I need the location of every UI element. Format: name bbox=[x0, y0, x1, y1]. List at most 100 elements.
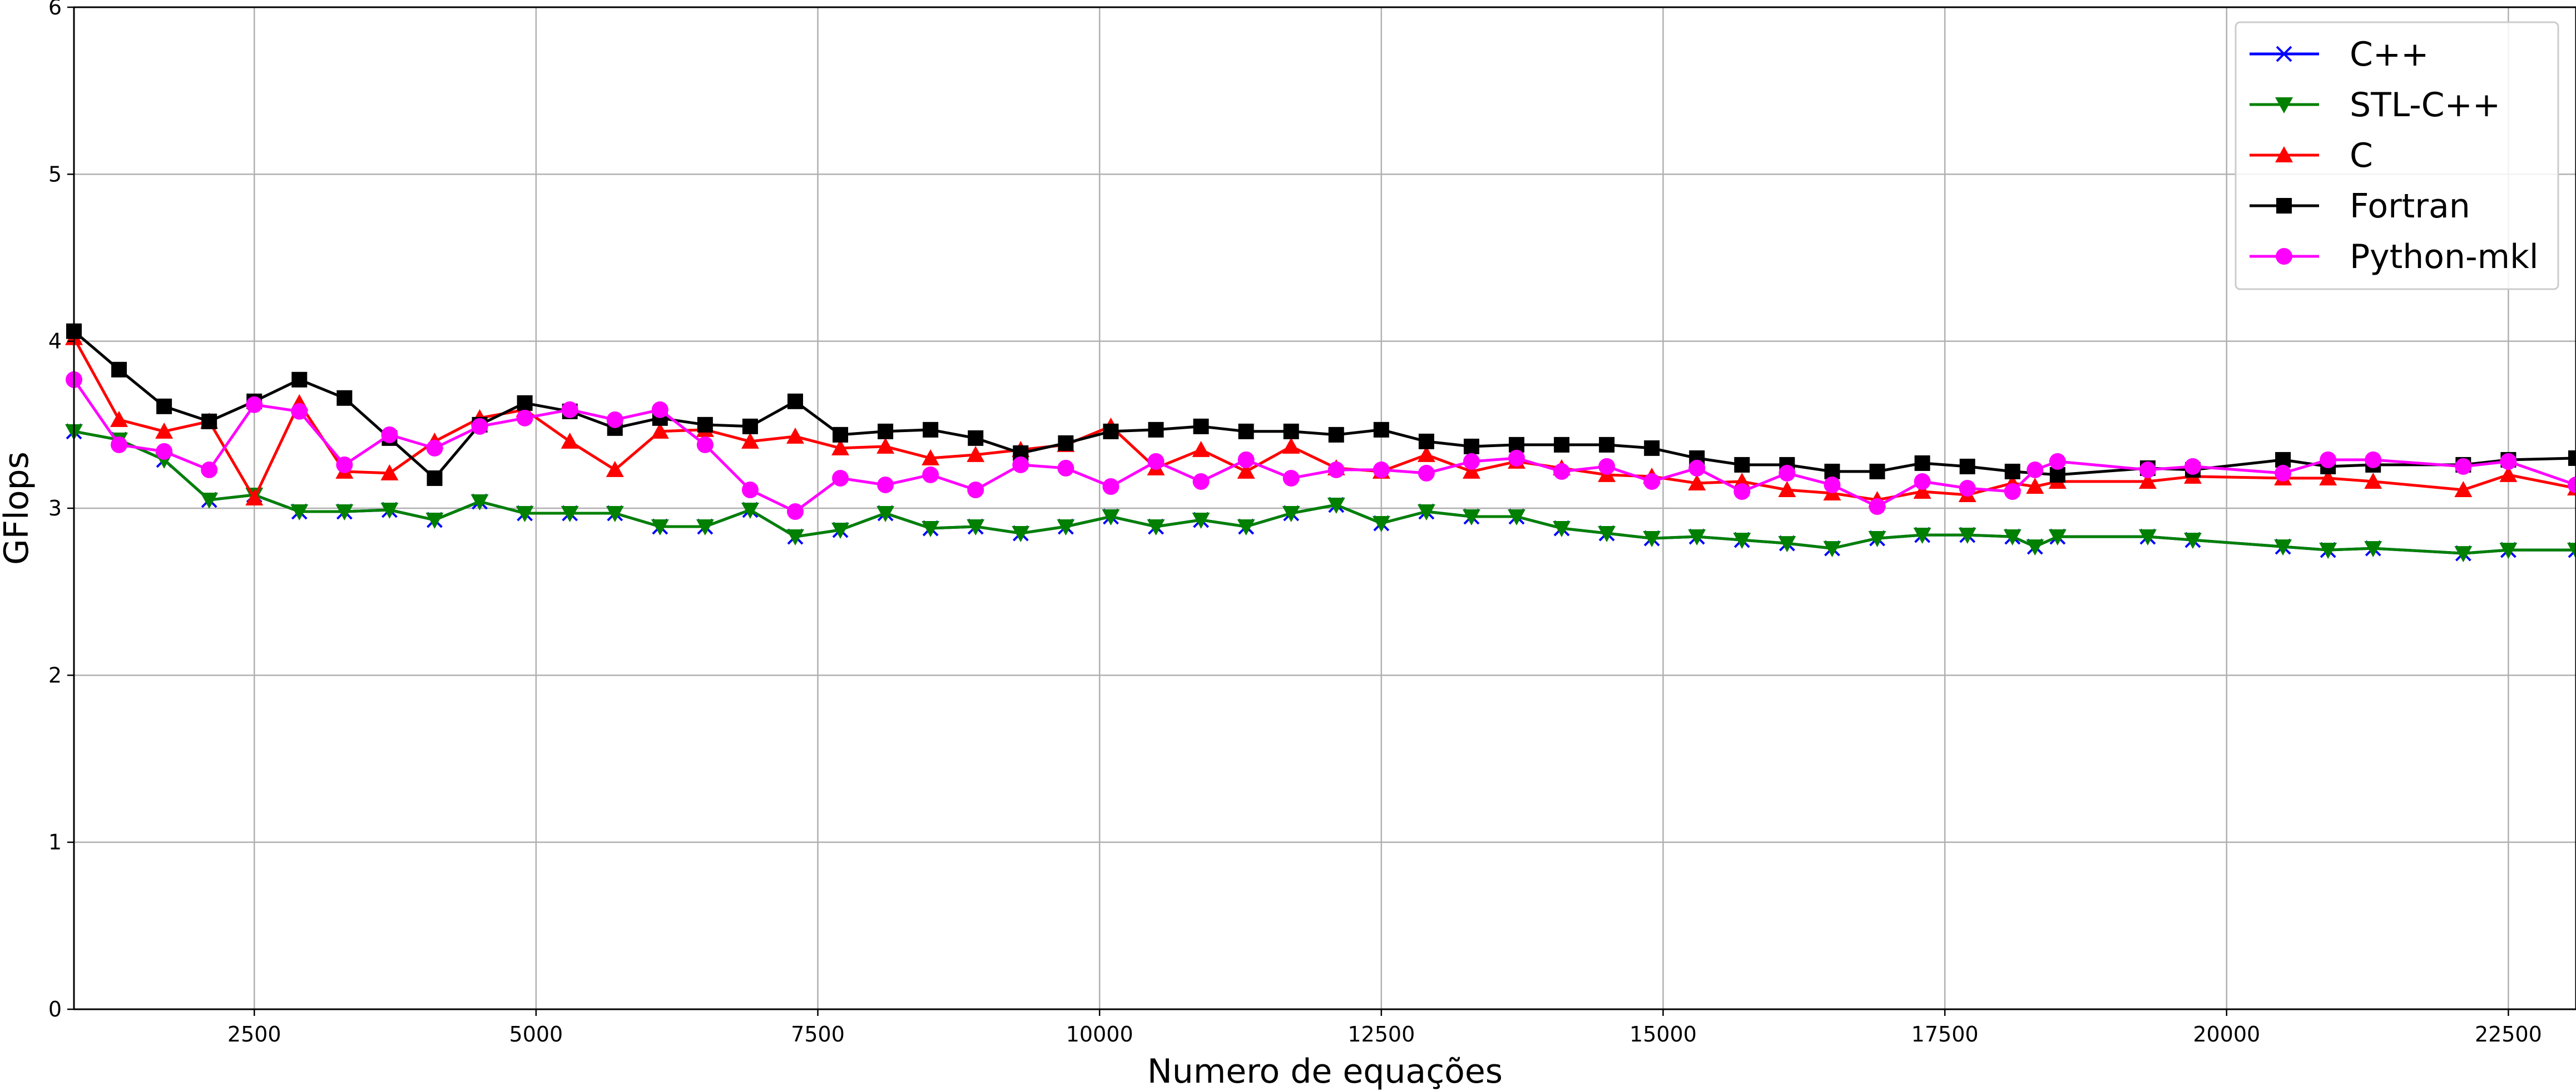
data-point-python-mkl bbox=[1779, 464, 1796, 482]
data-point-c bbox=[1688, 474, 1706, 490]
data-point-python-mkl bbox=[1508, 449, 1525, 467]
data-point-stl-c bbox=[2138, 529, 2157, 546]
legend-label: C++ bbox=[2350, 35, 2429, 74]
data-point-python-mkl bbox=[516, 409, 533, 427]
data-point-fortran bbox=[923, 421, 939, 438]
legend-marker bbox=[2275, 146, 2293, 162]
data-point-fortran bbox=[1554, 437, 1570, 453]
data-point-fortran bbox=[697, 416, 713, 433]
y-tick-label: 1 bbox=[48, 830, 62, 855]
data-point-python-mkl bbox=[156, 443, 173, 460]
data-point-c bbox=[155, 422, 174, 439]
data-point-python-mkl bbox=[1824, 476, 1841, 493]
data-point-fortran bbox=[111, 361, 127, 378]
data-point-stl-c bbox=[2454, 546, 2473, 563]
data-point-python-mkl bbox=[2365, 451, 2382, 468]
data-point-python-mkl bbox=[1102, 478, 1119, 495]
x-tick-label: 17500 bbox=[1911, 1022, 1979, 1047]
data-point-fortran bbox=[291, 371, 308, 388]
data-point-fortran bbox=[1283, 423, 1299, 439]
data-point-python-mkl bbox=[1869, 498, 1886, 515]
data-point-fortran bbox=[1148, 421, 1164, 438]
data-point-python-mkl bbox=[1192, 473, 1210, 490]
data-point-stl-c bbox=[2567, 543, 2576, 559]
data-point-stl-c bbox=[2499, 543, 2518, 559]
data-point-stl-c bbox=[1688, 529, 1706, 546]
data-point-fortran bbox=[742, 418, 758, 434]
data-point-python-mkl bbox=[1643, 473, 1661, 490]
y-tick-label: 2 bbox=[48, 663, 62, 687]
data-point-python-mkl bbox=[2027, 461, 2044, 478]
data-point-stl-c bbox=[922, 521, 940, 538]
data-point-stl-c bbox=[1102, 509, 1120, 526]
data-point-c bbox=[380, 464, 399, 480]
data-point-c bbox=[922, 449, 940, 465]
data-point-fortran bbox=[336, 390, 353, 406]
data-point-fortran bbox=[1463, 438, 1479, 454]
data-point-stl-c bbox=[561, 506, 579, 523]
data-point-python-mkl bbox=[1553, 463, 1571, 480]
data-point-stl-c bbox=[470, 494, 489, 510]
y-tick-label: 0 bbox=[48, 997, 62, 1021]
data-point-stl-c bbox=[1958, 528, 1976, 544]
data-point-c bbox=[786, 427, 805, 444]
data-point-stl-c bbox=[967, 519, 985, 536]
x-tick-label: 7500 bbox=[791, 1022, 845, 1047]
data-point-stl-c bbox=[1147, 519, 1165, 536]
data-point-fortran bbox=[517, 395, 533, 411]
data-point-c bbox=[110, 410, 128, 427]
y-axis-label: GFlops bbox=[0, 452, 36, 565]
data-point-stl-c bbox=[1778, 536, 1796, 553]
y-tick-label: 3 bbox=[48, 496, 62, 520]
data-point-fortran bbox=[2568, 450, 2576, 466]
data-point-stl-c bbox=[1237, 519, 1255, 536]
data-point-fortran bbox=[1328, 427, 1344, 443]
data-point-python-mkl bbox=[111, 436, 128, 453]
legend-label: Python-mkl bbox=[2350, 237, 2539, 276]
data-point-python-mkl bbox=[696, 436, 714, 453]
data-point-c bbox=[606, 460, 624, 477]
data-point-python-mkl bbox=[1418, 464, 1435, 482]
data-point-stl-c bbox=[2026, 539, 2044, 556]
data-point-python-mkl bbox=[1463, 453, 1480, 470]
data-point-fortran bbox=[1869, 463, 1885, 479]
ticks: 2500 5000 7500 10000 12500 15000 17500 20000 225… bbox=[48, 0, 2542, 1047]
data-point-python-mkl bbox=[336, 456, 353, 473]
data-point-c bbox=[2138, 472, 2157, 489]
data-point-fortran bbox=[878, 423, 894, 439]
data-point-stl-c bbox=[876, 506, 895, 523]
data-point-stl-c bbox=[1327, 497, 1345, 514]
data-point-stl-c bbox=[741, 503, 759, 519]
series-group bbox=[65, 323, 2576, 563]
data-point-stl-c bbox=[2003, 529, 2022, 546]
data-point-stl-c bbox=[1553, 521, 1571, 538]
data-point-stl-c bbox=[2319, 543, 2337, 559]
data-point-python-mkl bbox=[606, 411, 623, 428]
data-point-python-mkl bbox=[1688, 459, 1706, 477]
data-point-c bbox=[2454, 480, 2473, 497]
data-point-python-mkl bbox=[2049, 453, 2066, 470]
data-point-fortran bbox=[1734, 457, 1750, 473]
legend-entry-python-mkl: Python-mkl bbox=[2250, 237, 2539, 276]
data-point-c bbox=[967, 445, 985, 462]
data-point-stl-c bbox=[1417, 504, 1435, 521]
data-point-fortran bbox=[2004, 463, 2020, 479]
data-point-fortran bbox=[1418, 433, 1434, 449]
y-tick-label: 6 bbox=[48, 0, 62, 19]
data-point-fortran bbox=[1914, 455, 1930, 471]
data-point-c bbox=[1778, 480, 1796, 497]
data-point-python-mkl bbox=[1959, 479, 1976, 497]
data-point-fortran bbox=[156, 398, 172, 414]
legend-label: Fortran bbox=[2350, 187, 2470, 226]
data-point-c bbox=[1913, 482, 1931, 499]
data-point-stl-c bbox=[2364, 541, 2382, 558]
legend-box bbox=[2235, 21, 2559, 290]
data-point-python-mkl bbox=[967, 481, 984, 498]
data-point-c bbox=[2319, 469, 2337, 485]
data-point-python-mkl bbox=[1598, 458, 1616, 475]
data-point-fortran bbox=[1373, 421, 1389, 438]
data-point-python-mkl bbox=[2184, 458, 2201, 475]
data-point-python-mkl bbox=[651, 401, 668, 418]
x-tick-label: 15000 bbox=[1629, 1022, 1697, 1047]
